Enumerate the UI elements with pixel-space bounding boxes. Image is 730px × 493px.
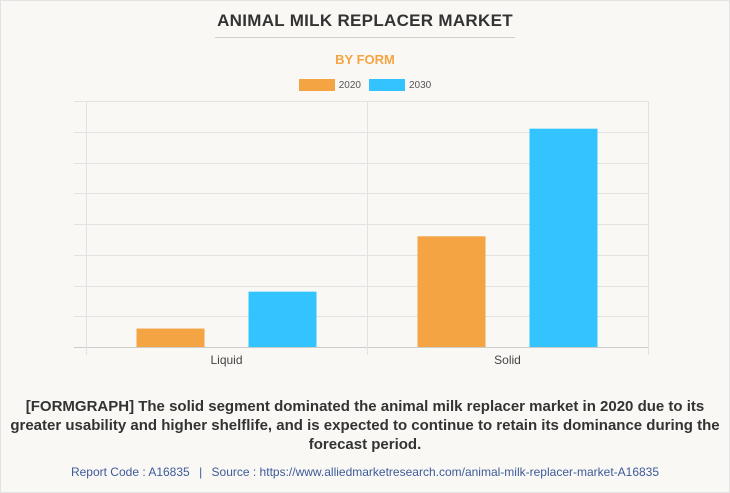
- legend-label-2020: 2020: [338, 79, 361, 91]
- x-tick-label: Liquid: [210, 353, 242, 367]
- chart-legend: 2020 2030: [0, 79, 730, 91]
- bar-solid-2020: [417, 236, 486, 347]
- legend-item-2030: 2030: [369, 79, 431, 91]
- x-tick-label: Solid: [494, 353, 521, 367]
- bar-solid-2030: [529, 128, 598, 347]
- legend-item-2020: 2020: [298, 79, 361, 91]
- chart-caption: [FORMGRAPH] The solid segment dominated …: [10, 398, 720, 453]
- bar-liquid-2030: [248, 291, 317, 347]
- title-divider: [215, 37, 515, 38]
- report-footer: Report Code : A16835 | Source : https://…: [0, 465, 730, 479]
- legend-swatch-2030: [369, 79, 405, 91]
- legend-swatch-2020: [298, 79, 335, 91]
- legend-label-2030: 2030: [409, 79, 432, 91]
- footer-separator: |: [199, 465, 203, 479]
- bar-liquid-2020: [136, 328, 205, 347]
- report-code: Report Code : A16835: [70, 465, 190, 479]
- chart-subtitle: BY FORM: [335, 52, 395, 67]
- chart-title: ANIMAL MILK REPLACER MARKET: [217, 11, 513, 30]
- report-source: Source : https://www.alliedmarketresearc…: [211, 465, 660, 479]
